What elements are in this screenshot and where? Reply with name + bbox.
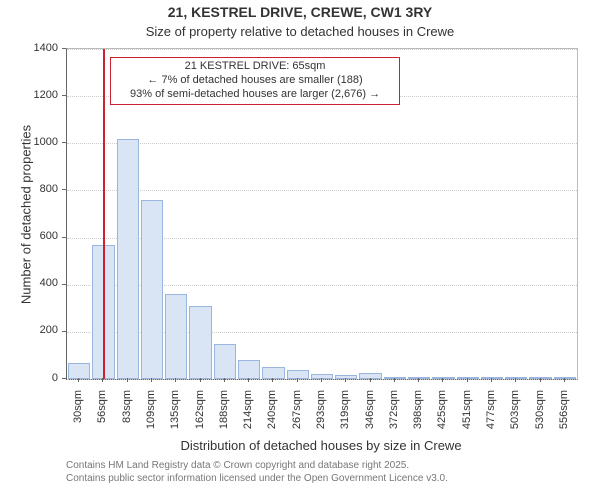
x-tick-label: 372sqm xyxy=(388,390,400,450)
chart-subtitle: Size of property relative to detached ho… xyxy=(0,24,600,39)
x-tick-label: 135sqm xyxy=(169,390,181,450)
x-tick-label: 162sqm xyxy=(194,390,206,450)
annotation-line-2: ← 7% of detached houses are smaller (188… xyxy=(117,74,392,88)
footer-attribution: Contains HM Land Registry data © Crown c… xyxy=(66,460,448,485)
x-tick-mark xyxy=(200,378,201,382)
x-tick-label: 319sqm xyxy=(339,390,351,450)
x-tick-label: 530sqm xyxy=(534,390,546,450)
x-tick-mark xyxy=(151,378,152,382)
x-tick-label: 451sqm xyxy=(461,390,473,450)
histogram-bar xyxy=(214,344,236,379)
x-tick-mark xyxy=(175,378,176,382)
x-tick-mark xyxy=(467,378,468,382)
x-tick-mark xyxy=(297,378,298,382)
x-tick-mark xyxy=(515,378,516,382)
plot-area: 21 KESTREL DRIVE: 65sqm ← 7% of detached… xyxy=(66,48,578,380)
y-tick-mark xyxy=(62,284,66,285)
annotation-box: 21 KESTREL DRIVE: 65sqm ← 7% of detached… xyxy=(110,57,399,104)
x-tick-label: 503sqm xyxy=(509,390,521,450)
histogram-bar xyxy=(238,360,260,379)
y-tick-label: 1000 xyxy=(0,136,58,148)
x-tick-label: 214sqm xyxy=(242,390,254,450)
x-tick-mark xyxy=(491,378,492,382)
y-tick-mark xyxy=(62,48,66,49)
y-tick-mark xyxy=(62,142,66,143)
x-tick-label: 30sqm xyxy=(72,390,84,450)
x-tick-label: 267sqm xyxy=(291,390,303,450)
x-tick-mark xyxy=(394,378,395,382)
histogram-bar xyxy=(117,139,139,379)
x-tick-mark xyxy=(127,378,128,382)
footer-line-1: Contains HM Land Registry data © Crown c… xyxy=(66,460,448,473)
x-tick-label: 56sqm xyxy=(96,390,108,450)
x-tick-mark xyxy=(564,378,565,382)
reference-line xyxy=(103,49,105,379)
y-tick-label: 200 xyxy=(0,324,58,336)
x-tick-label: 240sqm xyxy=(266,390,278,450)
gridline xyxy=(67,49,577,50)
x-tick-mark xyxy=(540,378,541,382)
x-tick-label: 293sqm xyxy=(315,390,327,450)
x-tick-label: 188sqm xyxy=(218,390,230,450)
x-tick-label: 398sqm xyxy=(412,390,424,450)
y-tick-mark xyxy=(62,95,66,96)
gridline xyxy=(67,379,577,380)
annotation-line-3: 93% of semi-detached houses are larger (… xyxy=(117,88,392,102)
x-tick-mark xyxy=(224,378,225,382)
y-tick-label: 1400 xyxy=(0,42,58,54)
x-tick-label: 477sqm xyxy=(485,390,497,450)
x-tick-mark xyxy=(345,378,346,382)
y-tick-label: 0 xyxy=(0,372,58,384)
x-tick-label: 83sqm xyxy=(121,390,133,450)
y-tick-mark xyxy=(62,189,66,190)
x-tick-mark xyxy=(78,378,79,382)
gridline xyxy=(67,190,577,191)
histogram-bar xyxy=(141,200,163,379)
x-tick-mark xyxy=(102,378,103,382)
x-tick-mark xyxy=(248,378,249,382)
x-tick-mark xyxy=(272,378,273,382)
y-tick-mark xyxy=(62,237,66,238)
histogram-bar xyxy=(165,294,187,379)
gridline xyxy=(67,143,577,144)
y-tick-mark xyxy=(62,331,66,332)
y-tick-label: 800 xyxy=(0,183,58,195)
y-tick-label: 400 xyxy=(0,277,58,289)
histogram-bar xyxy=(189,306,211,379)
y-tick-label: 1200 xyxy=(0,89,58,101)
annotation-line-1: 21 KESTREL DRIVE: 65sqm xyxy=(117,60,392,74)
x-tick-label: 109sqm xyxy=(145,390,157,450)
y-tick-mark xyxy=(62,378,66,379)
x-tick-label: 425sqm xyxy=(436,390,448,450)
y-tick-label: 600 xyxy=(0,230,58,242)
footer-line-2: Contains public sector information licen… xyxy=(66,473,448,486)
x-tick-label: 346sqm xyxy=(364,390,376,450)
x-tick-label: 556sqm xyxy=(558,390,570,450)
chart-title: 21, KESTREL DRIVE, CREWE, CW1 3RY xyxy=(0,4,600,20)
x-tick-mark xyxy=(418,378,419,382)
x-tick-mark xyxy=(321,378,322,382)
x-tick-mark xyxy=(370,378,371,382)
histogram-bar xyxy=(68,363,90,380)
x-tick-mark xyxy=(442,378,443,382)
